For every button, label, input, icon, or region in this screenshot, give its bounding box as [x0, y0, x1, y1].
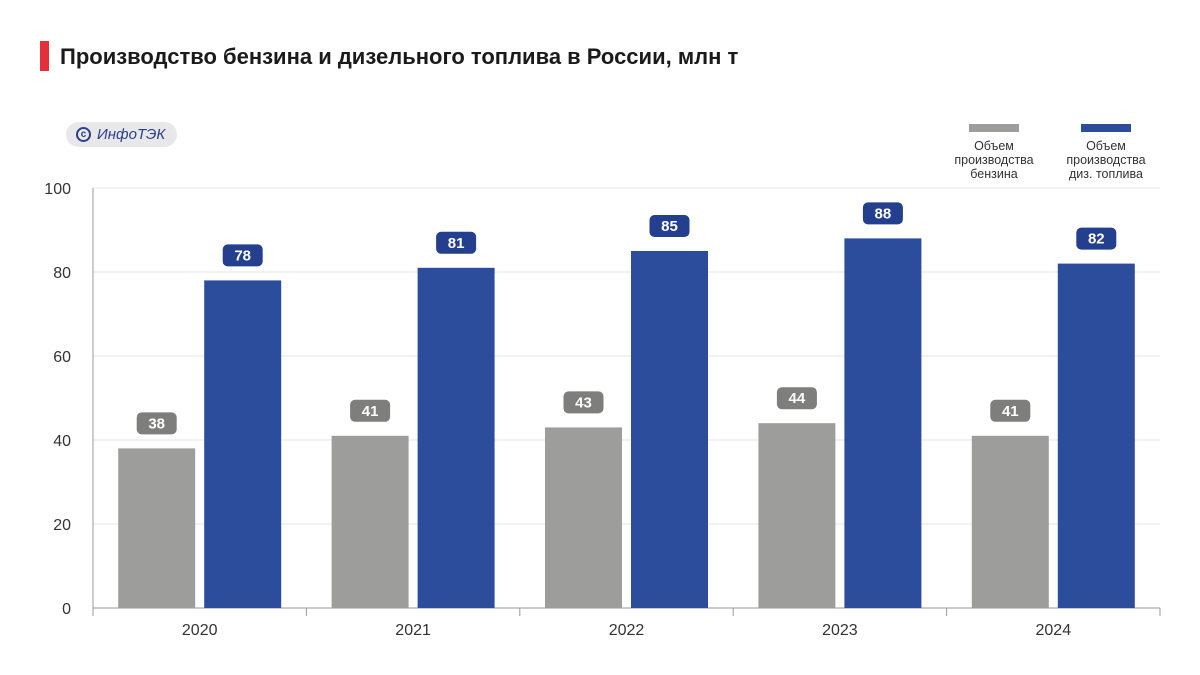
- data-label-gasoline: 41: [1002, 403, 1019, 420]
- bar-diesel: [631, 251, 708, 608]
- data-label-bg-diesel: [436, 231, 477, 254]
- legend-swatch-gasoline: [969, 124, 1019, 132]
- chart-title: Производство бензина и дизельного топлив…: [60, 44, 739, 69]
- data-label-bg-gasoline: [350, 399, 391, 422]
- bar-gasoline: [971, 435, 1049, 608]
- data-label-diesel: 82: [1088, 231, 1105, 248]
- y-tick-label: 0: [62, 601, 71, 618]
- bar-diesel: [204, 280, 282, 608]
- data-label-gasoline: 43: [575, 394, 592, 411]
- bar-diesel: [844, 238, 922, 608]
- data-label-gasoline: 41: [362, 403, 379, 420]
- data-label-diesel: 81: [448, 235, 465, 252]
- bar-gasoline: [545, 427, 622, 608]
- data-label-bg-gasoline: [990, 399, 1031, 422]
- data-label-bg-diesel: [649, 215, 690, 237]
- data-label-diesel: 85: [661, 218, 678, 235]
- data-label-bg-gasoline: [776, 387, 817, 410]
- y-tick-label: 100: [44, 181, 71, 198]
- data-label-gasoline: 44: [789, 390, 806, 407]
- x-tick-label: 2020: [182, 622, 218, 639]
- bar-diesel: [1057, 263, 1135, 608]
- source-badge: c ИнфоТЭК: [66, 122, 178, 147]
- data-label-bg-gasoline: [136, 412, 177, 435]
- x-tick-label: 2023: [822, 622, 858, 639]
- bar-gasoline: [758, 423, 836, 608]
- bar-gasoline: [118, 448, 196, 608]
- bar-diesel: [417, 267, 495, 608]
- data-label-bg-diesel: [862, 202, 903, 225]
- data-label-bg-diesel: [1076, 227, 1117, 250]
- x-tick-label: 2022: [609, 622, 645, 639]
- x-tick-label: 2021: [395, 622, 431, 639]
- x-tick-label: 2024: [1036, 622, 1072, 639]
- legend-label-diesel: Объем производства диз. топлива: [1066, 139, 1146, 181]
- data-label-bg-diesel: [222, 244, 263, 267]
- source-label: ИнфоТЭК: [97, 126, 166, 143]
- data-label-diesel: 78: [234, 247, 251, 264]
- copyright-icon: c: [76, 127, 91, 142]
- bar-gasoline: [331, 435, 409, 608]
- legend-item-gasoline: Объем производства бензина: [939, 124, 1049, 181]
- y-tick-label: 80: [53, 265, 71, 282]
- data-label-bg-gasoline: [563, 391, 604, 414]
- legend-label-gasoline: Объем производства бензина: [954, 139, 1034, 181]
- data-label-diesel: 88: [875, 205, 892, 222]
- legend-item-diesel: Объем производства диз. топлива: [1051, 124, 1161, 181]
- y-tick-label: 20: [53, 517, 71, 534]
- data-label-gasoline: 38: [148, 415, 165, 432]
- y-tick-label: 60: [53, 349, 71, 366]
- legend-swatch-diesel: [1081, 124, 1131, 132]
- title-accent-bar: [40, 41, 49, 71]
- y-tick-label: 40: [53, 433, 71, 450]
